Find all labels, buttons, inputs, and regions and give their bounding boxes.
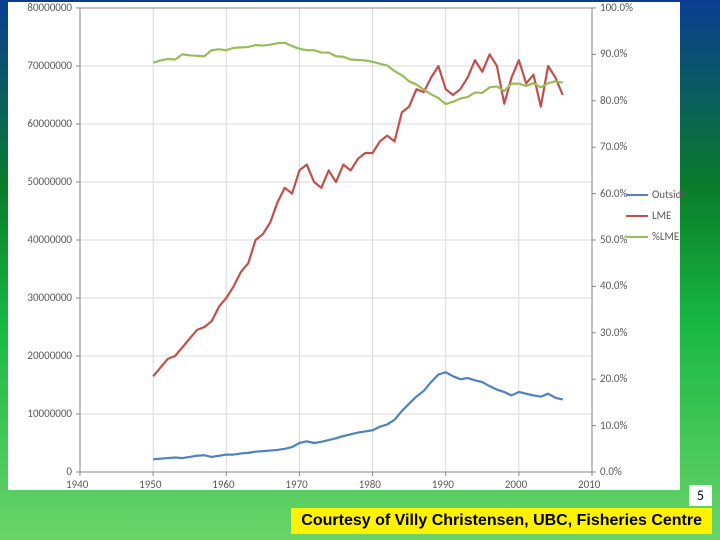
legend-item: LME [626,209,687,222]
y-left-tick-label: 20000000 [27,349,72,362]
y-left-tick-label: 10000000 [27,407,72,420]
legend-item: Outside [626,188,687,201]
y-right-tick-label: 50.0% [600,233,627,246]
x-tick-label: 1990 [432,478,454,491]
y-right-tick-label: 80.0% [600,94,627,107]
y-right-tick-label: 10.0% [600,419,627,432]
x-tick-label: 2000 [505,478,527,491]
legend-swatch [626,194,648,196]
legend: Outside LME %LME [626,188,687,251]
y-right-tick-label: 60.0% [600,187,627,200]
page-number: 5 [689,485,712,506]
y-right-tick-label: 40.0% [600,279,627,292]
y-left-tick-label: 0 [66,465,72,478]
y-right-tick-label: 70.0% [600,140,627,153]
x-tick-label: 2010 [578,478,600,491]
legend-label: LME [652,209,671,222]
x-tick-label: 1950 [139,478,161,491]
slide: 0 10000000 20000000 30000000 40000000 5000000… [0,0,720,540]
y-right-tick-label: 100.0% [600,1,633,14]
legend-label: Outside [652,188,687,201]
x-tick-label: 1960 [212,478,234,491]
legend-swatch [626,236,648,238]
y-right-tick-label: 20.0% [600,372,627,385]
y-right-tick-label: 30.0% [600,326,627,339]
legend-swatch [626,215,648,217]
legend-label: %LME [652,230,679,243]
x-tick-label: 1970 [285,478,307,491]
y-left-tick-label: 50000000 [27,175,72,188]
y-left-tick-label: 80000000 [27,1,72,14]
x-tick-label: 1940 [66,478,88,491]
line-chart [8,2,680,490]
chart-card: 0 10000000 20000000 30000000 40000000 5000000… [8,2,680,490]
y-left-tick-label: 60000000 [27,117,72,130]
y-right-tick-label: 0.0% [600,465,622,478]
y-right-tick-label: 90.0% [600,47,627,60]
legend-item: %LME [626,230,687,243]
caption: Courtesy of Villy Christensen, UBC, Fish… [291,508,712,534]
y-left-tick-label: 40000000 [27,233,72,246]
y-left-tick-label: 70000000 [27,59,72,72]
x-tick-label: 1980 [359,478,381,491]
y-left-tick-label: 30000000 [27,291,72,304]
